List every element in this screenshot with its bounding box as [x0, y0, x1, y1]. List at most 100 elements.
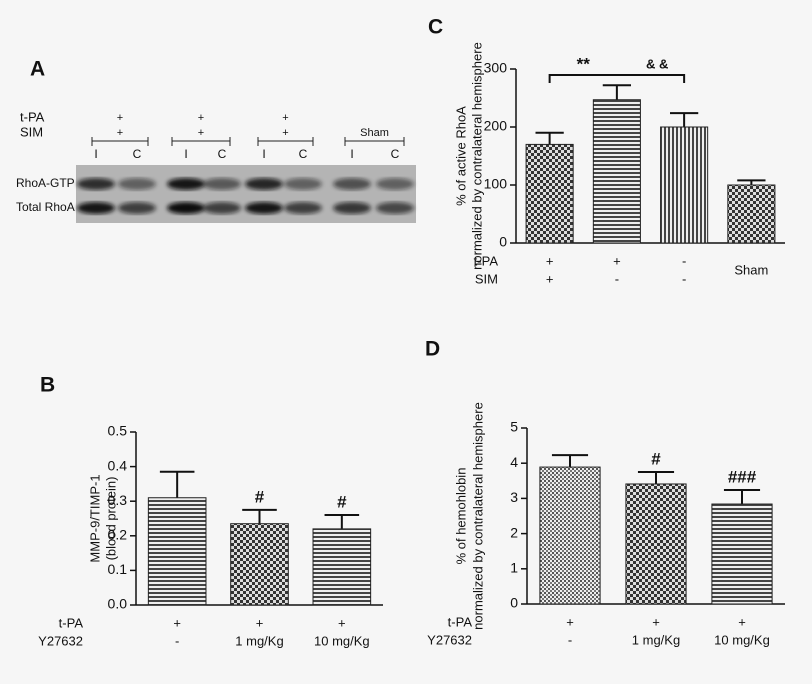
treatment-label: Sham: [360, 127, 389, 139]
x-row-name: t-PA: [448, 614, 473, 629]
x-row-label: +: [566, 614, 574, 629]
band-label: RhoA-GTP: [16, 176, 75, 190]
significance-label: ###: [728, 467, 757, 486]
error-bar: [242, 508, 277, 524]
x-row-label: 1 mg/Kg: [235, 633, 283, 648]
blot-band: [284, 202, 322, 214]
bar: [539, 466, 601, 605]
x-row-label: +: [738, 614, 746, 629]
treatment-label: +: [117, 127, 123, 139]
significance-label: #: [255, 487, 265, 506]
x-row-label: -: [682, 253, 686, 268]
bar: [727, 184, 776, 244]
y-tick-label: 5: [510, 419, 518, 435]
treatment-label: +: [282, 112, 288, 124]
lane-label: C: [133, 147, 142, 161]
blot-band: [333, 202, 371, 214]
error-bar: [551, 454, 589, 468]
error-bar: [324, 514, 360, 529]
blot-band: [376, 178, 414, 190]
x-row-label: 10 mg/Kg: [314, 633, 370, 648]
x-row-label: 1 mg/Kg: [632, 632, 680, 647]
y-tick-label: 1: [510, 560, 518, 576]
blot-band: [245, 202, 283, 214]
x-row-label: +: [652, 614, 660, 629]
x-row-label: +: [546, 253, 554, 268]
x-row-label: +: [546, 271, 554, 286]
y-tick-label: 300: [484, 60, 508, 76]
y-tick-label: 0.2: [108, 527, 128, 543]
blot-band: [118, 202, 156, 214]
x-tick-label: Sham: [734, 262, 768, 277]
lane-label: I: [94, 147, 97, 161]
y-tick-label: 3: [510, 489, 518, 505]
bar: [312, 528, 372, 606]
error-bar: [637, 471, 675, 484]
band-label: Total RhoA: [16, 200, 75, 214]
blot-band: [167, 202, 205, 214]
x-row-name: Y27632: [38, 633, 83, 648]
error-bar: [670, 112, 699, 127]
x-row-label: +: [613, 253, 621, 268]
y-tick-label: 0.0: [108, 596, 128, 612]
y-tick-label: 0: [510, 595, 518, 611]
blot-band: [77, 202, 115, 214]
panel-label: C: [428, 16, 443, 39]
panel-label: A: [30, 58, 45, 81]
x-row-name: SIM: [475, 271, 498, 286]
row-label: t-PA: [20, 109, 45, 124]
x-row-label: -: [615, 271, 619, 286]
lane-label: C: [218, 147, 227, 161]
lane-label: I: [350, 147, 353, 161]
y-tick-label: 0.1: [108, 561, 128, 577]
x-row-label: +: [256, 615, 264, 630]
lane-bracket: [91, 137, 149, 146]
panel-label: B: [40, 374, 55, 397]
x-row-label: -: [682, 271, 686, 286]
x-row-name: Y27632: [427, 632, 472, 647]
error-bar: [723, 488, 761, 505]
bar: [625, 483, 687, 605]
significance-label: **: [577, 54, 591, 73]
error-bar: [602, 84, 631, 100]
y-tick-label: 200: [484, 118, 508, 134]
blot-band: [203, 202, 241, 214]
x-row-label: +: [173, 615, 181, 630]
y-axis-label: normalized by contralateral hemisphere: [469, 42, 484, 270]
x-row-name: t-PA: [474, 253, 499, 268]
x-row-name: t-PA: [59, 615, 84, 630]
y-tick-label: 0.5: [108, 423, 128, 439]
lane-bracket: [171, 137, 231, 146]
blot-band: [333, 178, 371, 190]
panel-label: D: [425, 338, 440, 361]
blot-image: [76, 165, 416, 223]
bar: [711, 503, 773, 605]
x-row-label: 10 mg/Kg: [714, 632, 770, 647]
significance-label: #: [651, 449, 661, 468]
y-axis-label: % of active RhoA: [453, 106, 468, 206]
x-row-label: +: [338, 615, 346, 630]
x-row-label: -: [175, 633, 179, 648]
lane-bracket: [344, 137, 405, 146]
bar: [147, 497, 207, 606]
lane-label: I: [184, 147, 187, 161]
error-bar: [159, 470, 195, 498]
y-tick-label: 0: [499, 234, 507, 250]
significance-label: & &: [646, 56, 668, 71]
blot-band: [77, 178, 115, 190]
y-tick-label: 4: [510, 454, 518, 470]
error-bar: [737, 179, 766, 185]
y-axis-label: MMP-9/TIMP-1: [87, 474, 102, 562]
treatment-label: +: [117, 112, 123, 124]
y-tick-label: 100: [484, 176, 508, 192]
lane-label: I: [262, 147, 265, 161]
error-bar: [535, 131, 564, 145]
y-axis-label: normalized by contralateral hemisphere: [470, 402, 485, 630]
y-tick-label: 2: [510, 524, 518, 540]
blot-band: [203, 178, 241, 190]
blot-band: [376, 202, 414, 214]
y-axis-label: % of hemohlobin: [453, 468, 468, 565]
treatment-label: +: [198, 127, 204, 139]
